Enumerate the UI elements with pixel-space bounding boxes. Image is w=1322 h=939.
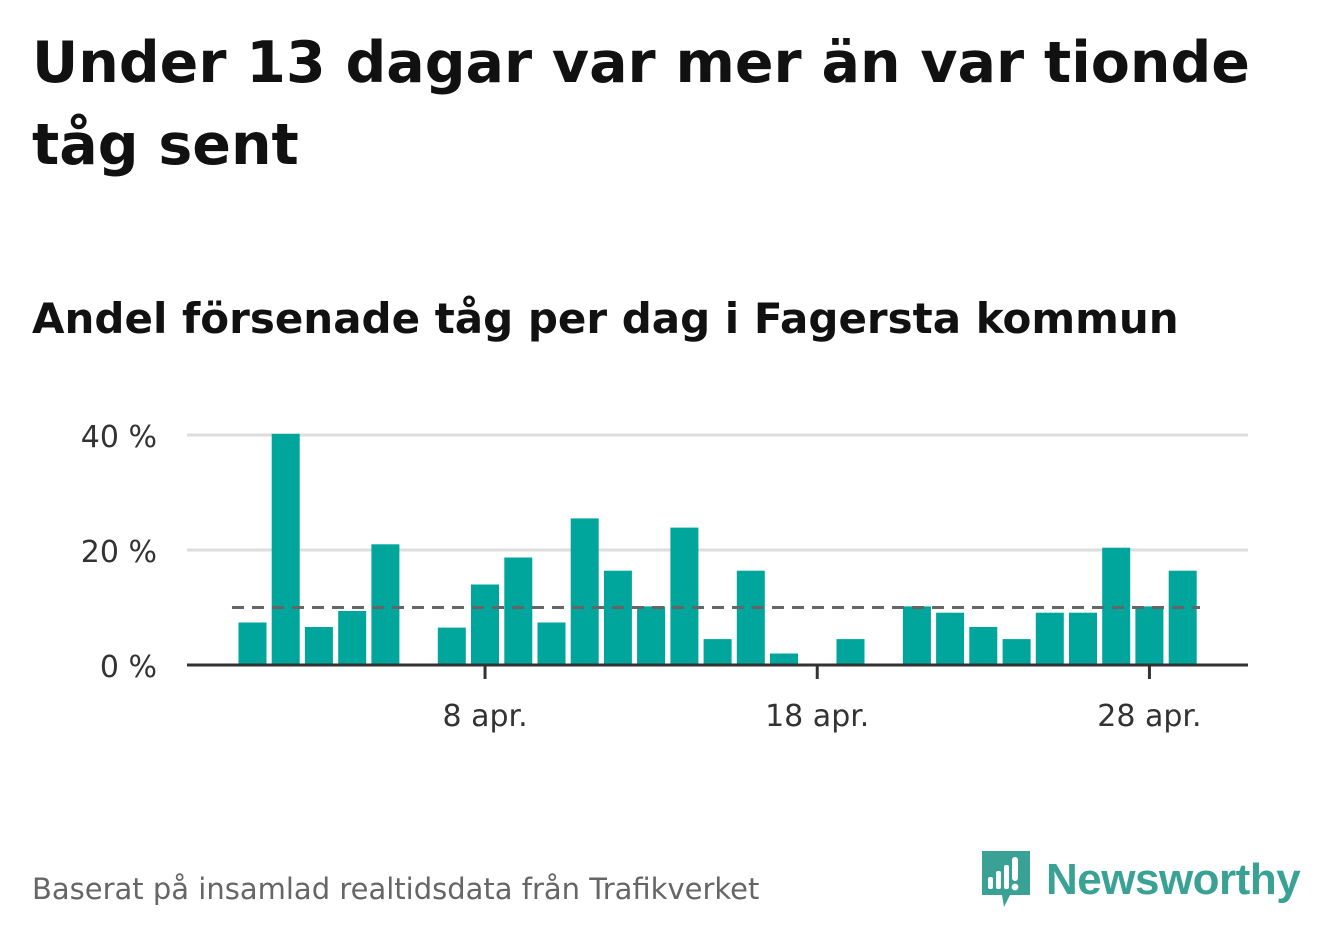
bar: [770, 653, 798, 665]
bar: [371, 544, 400, 666]
bar: [736, 570, 765, 665]
bar: [603, 570, 632, 665]
x-tick-label: 8 apr.: [442, 699, 527, 734]
bar: [1002, 639, 1031, 665]
bar: [1035, 612, 1064, 665]
bar: [537, 622, 566, 665]
bar: [637, 606, 666, 665]
bar: [1168, 570, 1197, 665]
page-title: Under 13 dagar var mer än var tionde tåg…: [32, 30, 1250, 178]
bars: [238, 433, 1197, 666]
bar: [471, 584, 499, 665]
newsworthy-logo-icon: [982, 851, 1030, 907]
x-tick-label: 28 apr.: [1097, 699, 1201, 734]
bar: [836, 639, 865, 665]
bar: [670, 527, 699, 665]
bar: [504, 557, 533, 665]
bar: [703, 639, 732, 665]
brand[interactable]: Newsworthy: [980, 848, 1301, 912]
bar: [271, 433, 300, 665]
bar: [338, 611, 367, 665]
bar: [238, 622, 267, 665]
y-tick-label: 40 %: [81, 420, 157, 455]
x-tick-label: 18 apr.: [765, 699, 869, 734]
chart-subtitle: Andel försenade tåg per dag i Fagersta k…: [32, 294, 1179, 343]
y-tick-label: 20 %: [81, 535, 157, 570]
bar: [437, 627, 466, 665]
bar: [570, 518, 599, 665]
bar: [1069, 612, 1097, 665]
brand-name: Newsworthy: [1046, 855, 1301, 904]
bar: [936, 612, 965, 665]
gridlines: [187, 433, 1248, 552]
bar: [1135, 606, 1164, 665]
y-tick-label: 0 %: [100, 650, 157, 685]
axes: 0 % 20 % 40 % 8 apr. 18 apr. 28 apr.: [81, 420, 1248, 734]
bar: [304, 627, 333, 665]
bar: [902, 606, 931, 665]
bar: [969, 627, 998, 665]
source-note: Baserat på insamlad realtidsdata från Tr…: [32, 872, 760, 906]
